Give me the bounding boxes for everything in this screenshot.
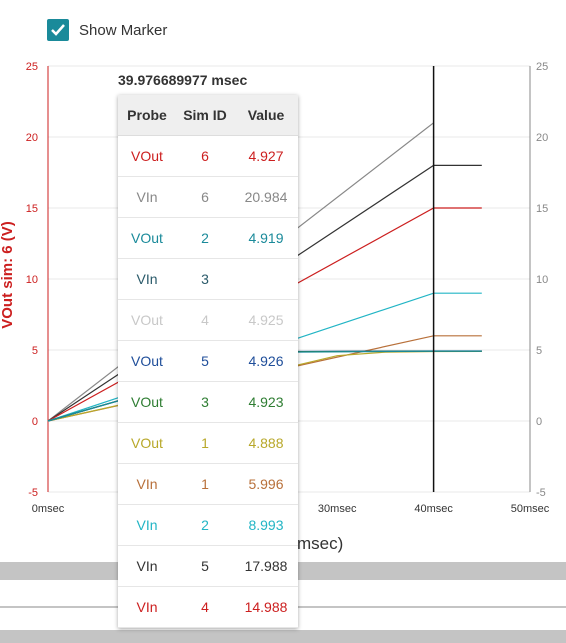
tooltip-sim-id: 1: [201, 476, 209, 492]
marker-time: 39.976689977 msec: [118, 72, 248, 88]
tooltip-value: 17.988: [244, 558, 288, 574]
tooltip-row: VIn 3: [118, 259, 298, 300]
header-sim-id: Sim ID: [183, 107, 227, 123]
tooltip-value: 4.888: [248, 435, 284, 451]
tooltip-row: VOut 5 4.926: [118, 341, 298, 382]
show-marker-checkbox[interactable]: [47, 19, 69, 41]
tooltip-row: VOut 2 4.919: [118, 218, 298, 259]
tooltip-probe: VIn: [136, 517, 158, 533]
tooltip-row: VIn 5 17.988: [118, 546, 298, 587]
show-marker-label: Show Marker: [79, 21, 168, 39]
tooltip-value: 4.927: [248, 148, 284, 164]
y-tick-left: 25: [26, 61, 38, 73]
tooltip-row: VOut 4 4.925: [118, 300, 298, 341]
x-tick: 0msec: [32, 503, 65, 515]
checkmark-icon: [51, 24, 65, 36]
x-tick: 40msec: [414, 503, 453, 515]
tooltip-sim-id: 2: [201, 517, 209, 533]
tooltip-sim-id: 6: [201, 189, 209, 205]
header-probe: Probe: [127, 107, 167, 123]
tooltip-value: 14.988: [244, 599, 288, 615]
tooltip-value: 4.925: [248, 312, 284, 328]
x-tick: 30msec: [318, 503, 357, 515]
tooltip-rows: VOut 6 4.927 VIn 6 20.984 VOut 2 4.919 VIn 3 VOut 4 4…: [118, 136, 298, 628]
y-tick-right: -5: [536, 487, 546, 499]
tooltip-probe: VOut: [131, 230, 163, 246]
tooltip-probe: VOut: [131, 312, 163, 328]
tooltip-row: VIn 6 20.984: [118, 177, 298, 218]
x-axis-label: msec): [297, 534, 343, 553]
bottom-scrollbar[interactable]: [0, 630, 566, 643]
y-tick-right: 0: [536, 416, 542, 428]
tooltip-row: VOut 6 4.927: [118, 136, 298, 177]
tooltip-probe: VIn: [136, 271, 158, 287]
tooltip-row: VIn 4 14.988: [118, 587, 298, 628]
marker-tooltip: Probe Sim ID Value VOut 6 4.927 VIn 6 20.984 V…: [118, 95, 298, 628]
tooltip-probe: VIn: [136, 476, 158, 492]
tooltip-row: VIn 2 8.993: [118, 505, 298, 546]
y-tick-right: 25: [536, 61, 548, 73]
tooltip-probe: VIn: [136, 558, 158, 574]
tooltip-value: 20.984: [244, 189, 288, 205]
tooltip-probe: VOut: [131, 435, 163, 451]
y-tick-left: 10: [26, 274, 38, 286]
tooltip-probe: VOut: [131, 353, 163, 369]
tooltip-sim-id: 3: [201, 394, 209, 410]
tooltip-value: 4.926: [248, 353, 284, 369]
tooltip-probe: VIn: [136, 599, 158, 615]
tooltip-sim-id: 1: [201, 435, 209, 451]
tooltip-row: VOut 1 4.888: [118, 423, 298, 464]
y-tick-right: 5: [536, 345, 542, 357]
y-tick-left: -5: [28, 487, 38, 499]
tooltip-row: VIn 1 5.996: [118, 464, 298, 505]
tooltip-probe: VIn: [136, 189, 158, 205]
y-tick-right: 15: [536, 203, 548, 215]
tooltip-sim-id: 4: [201, 312, 209, 328]
tooltip-value: 8.993: [248, 517, 284, 533]
tooltip-probe: VOut: [131, 148, 163, 164]
tooltip-header: Probe Sim ID Value: [118, 95, 298, 136]
y-tick-right: 10: [536, 274, 548, 286]
tooltip-sim-id: 5: [201, 353, 209, 369]
tooltip-sim-id: 4: [201, 599, 209, 615]
tooltip-sim-id: 5: [201, 558, 209, 574]
y-tick-left: 20: [26, 132, 38, 144]
y-tick-left: 15: [26, 203, 38, 215]
tooltip-sim-id: 2: [201, 230, 209, 246]
y-axis-label: VOut sim: 6 (V): [0, 221, 16, 329]
y-tick-left: 0: [32, 416, 38, 428]
tooltip-sim-id: 6: [201, 148, 209, 164]
show-marker-toggle[interactable]: Show Marker: [47, 19, 167, 41]
tooltip-value: 4.919: [248, 230, 284, 246]
y-tick-right: 20: [536, 132, 548, 144]
x-tick: 50msec: [511, 503, 550, 515]
tooltip-sim-id: 3: [201, 271, 209, 287]
tooltip-probe: VOut: [131, 394, 163, 410]
tooltip-value: 4.923: [248, 394, 284, 410]
header-value: Value: [247, 107, 285, 123]
tooltip-row: VOut 3 4.923: [118, 382, 298, 423]
tooltip-value: 5.996: [248, 476, 284, 492]
y-tick-left: 5: [32, 345, 38, 357]
